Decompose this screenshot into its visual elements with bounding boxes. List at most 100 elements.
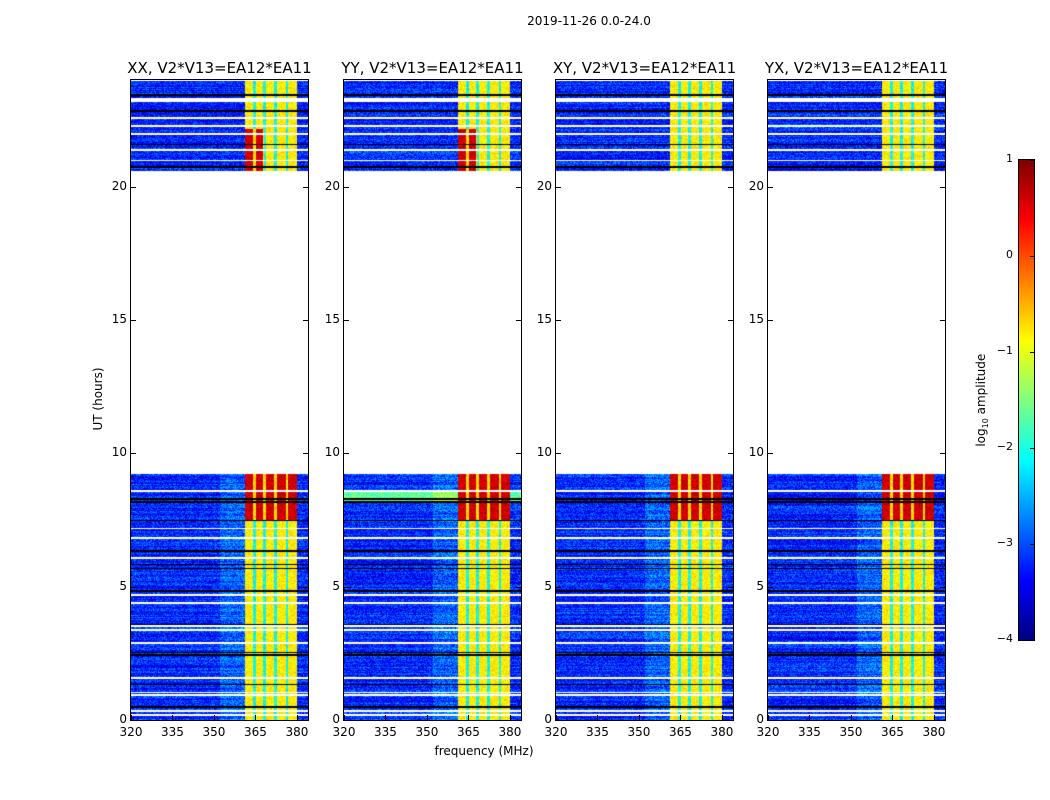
x-tick xyxy=(213,715,215,720)
y-tick xyxy=(516,453,521,455)
y-tick-label: 15 xyxy=(536,312,552,326)
y-tick xyxy=(303,720,308,721)
y-tick xyxy=(344,453,349,455)
x-tick xyxy=(892,715,894,720)
waterfall-heatmap xyxy=(131,80,308,720)
x-tick-label: 335 xyxy=(374,725,397,739)
x-tick xyxy=(850,715,852,720)
y-tick xyxy=(344,320,349,321)
colorbar-tick xyxy=(1030,640,1034,641)
colorbar-tick-label: 1 xyxy=(1006,152,1013,165)
x-tick-label: 365 xyxy=(881,725,904,739)
waterfall-heatmap xyxy=(556,80,733,720)
colorbar-tick xyxy=(1030,448,1034,449)
y-tick xyxy=(556,186,561,188)
y-tick-label: 5 xyxy=(119,578,127,593)
y-tick xyxy=(516,720,521,721)
x-tick xyxy=(597,715,599,720)
y-tick xyxy=(940,186,945,188)
y-tick xyxy=(516,320,521,321)
x-tick-label: 350 xyxy=(627,725,651,739)
y-tick xyxy=(344,186,349,188)
y-tick-label: 10 xyxy=(748,445,764,460)
y-tick xyxy=(728,720,733,721)
x-tick xyxy=(172,715,174,720)
y-tick xyxy=(516,186,521,188)
y-tick xyxy=(131,720,136,721)
y-tick-label: 15 xyxy=(111,312,127,326)
x-tick xyxy=(638,715,640,720)
colorbar-tick xyxy=(1030,352,1034,353)
x-tick-label: 335 xyxy=(798,725,821,739)
y-tick xyxy=(728,320,733,321)
x-tick xyxy=(255,715,257,720)
x-tick-label: 350 xyxy=(415,725,439,739)
y-tick-label: 10 xyxy=(536,445,552,460)
y-tick xyxy=(516,586,521,588)
y-axis-label: UT (hours) xyxy=(91,367,105,431)
panel-title: YY, V2*V13=EA12*EA11 xyxy=(341,59,524,77)
y-tick xyxy=(556,586,561,588)
x-tick-label: 350 xyxy=(202,725,226,739)
waterfall-heatmap xyxy=(768,80,945,720)
y-tick-label: 0 xyxy=(544,712,552,726)
x-tick xyxy=(131,715,132,720)
x-tick xyxy=(509,715,511,720)
y-tick xyxy=(940,586,945,588)
y-tick-label: 0 xyxy=(332,712,340,726)
x-tick-label: 320 xyxy=(544,725,568,739)
y-tick xyxy=(556,720,561,721)
y-tick xyxy=(940,320,945,321)
panel-frame xyxy=(130,79,309,721)
x-tick-label: 335 xyxy=(586,725,609,739)
x-tick-label: 365 xyxy=(669,725,692,739)
waterfall-heatmap xyxy=(344,80,521,720)
y-tick xyxy=(768,720,773,721)
colorbar-tick xyxy=(1030,544,1034,545)
y-tick-label: 20 xyxy=(748,178,764,193)
y-tick xyxy=(303,320,308,321)
y-tick xyxy=(768,320,773,321)
y-tick xyxy=(303,586,308,588)
y-tick xyxy=(131,320,136,321)
panel-frame xyxy=(343,79,522,721)
x-tick xyxy=(809,715,811,720)
colorbar-tick-label: −3 xyxy=(996,536,1013,549)
y-tick-label: 15 xyxy=(324,312,340,326)
y-tick xyxy=(131,453,136,455)
y-tick xyxy=(556,453,561,455)
x-tick xyxy=(721,715,723,720)
y-tick xyxy=(728,453,733,455)
y-tick xyxy=(768,453,773,455)
x-tick xyxy=(768,715,769,720)
colorbar-tick-label: −1 xyxy=(996,344,1013,357)
colorbar-tick xyxy=(1030,256,1034,257)
y-tick-label: 5 xyxy=(756,578,764,593)
y-tick-label: 0 xyxy=(119,712,127,726)
x-tick-label: 380 xyxy=(498,725,522,739)
panel-title: XX, V2*V13=EA12*EA11 xyxy=(127,59,312,77)
panel-title: YX, V2*V13=EA12*EA11 xyxy=(764,59,949,77)
x-tick-label: 380 xyxy=(922,725,946,739)
x-tick xyxy=(933,715,935,720)
colorbar-tick-label: −4 xyxy=(996,632,1013,645)
x-tick-label: 365 xyxy=(244,725,267,739)
x-tick-label: 380 xyxy=(285,725,309,739)
colorbar-frame xyxy=(1018,159,1035,641)
y-tick xyxy=(556,320,561,321)
y-tick xyxy=(131,186,136,188)
y-tick-label: 5 xyxy=(544,578,552,593)
x-tick xyxy=(426,715,428,720)
x-tick-label: 320 xyxy=(756,725,780,739)
x-tick xyxy=(344,715,345,720)
y-tick xyxy=(131,586,136,588)
x-tick-label: 335 xyxy=(161,725,184,739)
panel-title: XY, V2*V13=EA12*EA11 xyxy=(552,59,737,77)
y-tick xyxy=(768,586,773,588)
y-tick-label: 20 xyxy=(324,178,340,193)
colorbar-tick xyxy=(1030,160,1034,161)
x-tick-label: 320 xyxy=(119,725,143,739)
x-tick xyxy=(556,715,557,720)
y-tick xyxy=(344,586,349,588)
y-tick-label: 15 xyxy=(748,312,764,326)
